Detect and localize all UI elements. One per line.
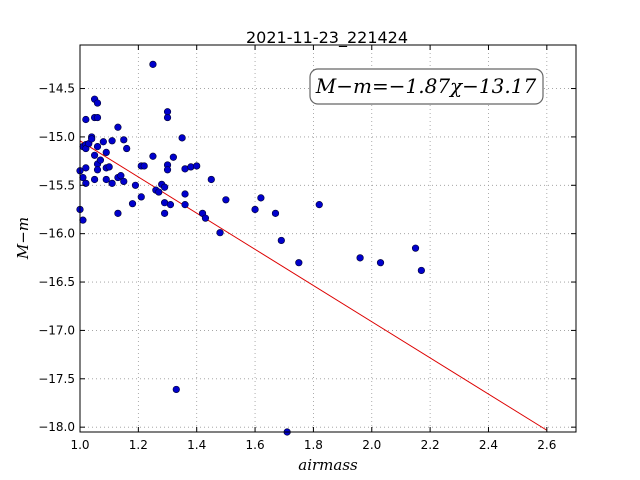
data-point	[411, 244, 420, 252]
data-point	[222, 196, 230, 204]
y-tick-label: −15.0	[38, 130, 75, 144]
y-tick-label: −16.5	[38, 275, 75, 289]
data-point	[201, 214, 210, 222]
x-tick-label: 1.4	[187, 438, 206, 452]
chart-title: 2021-11-23_221424	[246, 28, 408, 48]
data-point	[417, 266, 425, 275]
data-point	[114, 123, 122, 131]
data-point	[96, 156, 105, 164]
data-point	[137, 193, 145, 201]
data-point	[166, 201, 175, 209]
data-point	[108, 179, 116, 187]
data-point	[102, 175, 110, 184]
data-point	[131, 181, 140, 189]
data-point	[120, 177, 128, 186]
data-point	[277, 236, 285, 245]
data-point	[79, 216, 87, 224]
data-point	[181, 190, 189, 198]
data-point	[82, 164, 90, 172]
data-point	[155, 188, 163, 196]
data-point	[102, 148, 110, 156]
y-axis-ticks: −14.5 −15.0 −15.5 −16.0 −16.5 −17.0 −17.5 −18.0	[38, 82, 576, 434]
data-point	[128, 200, 137, 208]
data-point	[149, 152, 157, 160]
data-point	[161, 209, 169, 217]
data-point	[117, 172, 125, 180]
y-tick-label: −17.0	[38, 323, 75, 337]
data-point	[149, 60, 157, 68]
data-point	[123, 144, 131, 153]
y-tick-label: −17.5	[38, 372, 75, 386]
data-point	[169, 153, 177, 161]
data-point	[187, 163, 195, 171]
x-axis-label: airmass	[298, 456, 358, 474]
data-point	[163, 113, 172, 122]
x-tick-label: 2.0	[362, 438, 381, 452]
y-axis-label: M−m	[14, 217, 32, 260]
data-point	[181, 201, 189, 209]
annotation-box	[309, 68, 544, 105]
data-point	[172, 385, 180, 394]
x-tick-label: 1.2	[129, 438, 148, 452]
x-tick-label: 2.4	[479, 438, 498, 452]
data-point	[178, 134, 186, 142]
data-point	[82, 115, 90, 124]
data-point	[376, 259, 385, 267]
data-point	[93, 99, 102, 107]
x-tick-label: 1.6	[246, 438, 265, 452]
data-point	[193, 162, 201, 170]
data-point	[356, 254, 364, 262]
data-point	[108, 137, 116, 145]
data-point	[315, 201, 323, 209]
data-point	[140, 162, 148, 170]
x-tick-label: 2.6	[537, 438, 556, 452]
data-point	[216, 229, 224, 237]
x-tick-label: 2.2	[421, 438, 440, 452]
x-tick-label: 1.8	[304, 438, 323, 452]
y-tick-label: −16.0	[38, 227, 75, 241]
data-point	[93, 113, 102, 122]
data-point	[90, 151, 99, 159]
data-point	[120, 136, 128, 144]
data-point	[90, 175, 99, 184]
data-point	[271, 209, 280, 217]
y-tick-label: −14.5	[38, 82, 75, 96]
grid	[79, 45, 576, 432]
data-point	[114, 209, 122, 217]
data-point	[251, 205, 259, 214]
data-point	[257, 194, 265, 202]
data-point	[207, 175, 215, 184]
y-tick-label: −15.5	[38, 178, 75, 192]
data-point	[295, 259, 303, 267]
x-tick-label: 1.0	[70, 438, 89, 452]
y-tick-label: −18.0	[38, 420, 75, 434]
data-point	[93, 166, 102, 174]
data-points	[76, 60, 425, 436]
data-point	[105, 163, 113, 171]
data-point	[161, 183, 169, 191]
fit-equation-label: M−m=−1.87χ−13.17	[315, 74, 537, 98]
plot-area-frame	[79, 44, 577, 433]
fit-annotation: M−m=−1.87χ−13.17	[309, 68, 544, 105]
data-point	[163, 166, 172, 174]
data-point	[93, 142, 102, 151]
data-point	[88, 135, 96, 143]
data-point	[99, 138, 107, 146]
x-axis-ticks: 1.0 1.2 1.4 1.6 1.8 2.0 2.2 2.4 2.6	[70, 45, 556, 452]
